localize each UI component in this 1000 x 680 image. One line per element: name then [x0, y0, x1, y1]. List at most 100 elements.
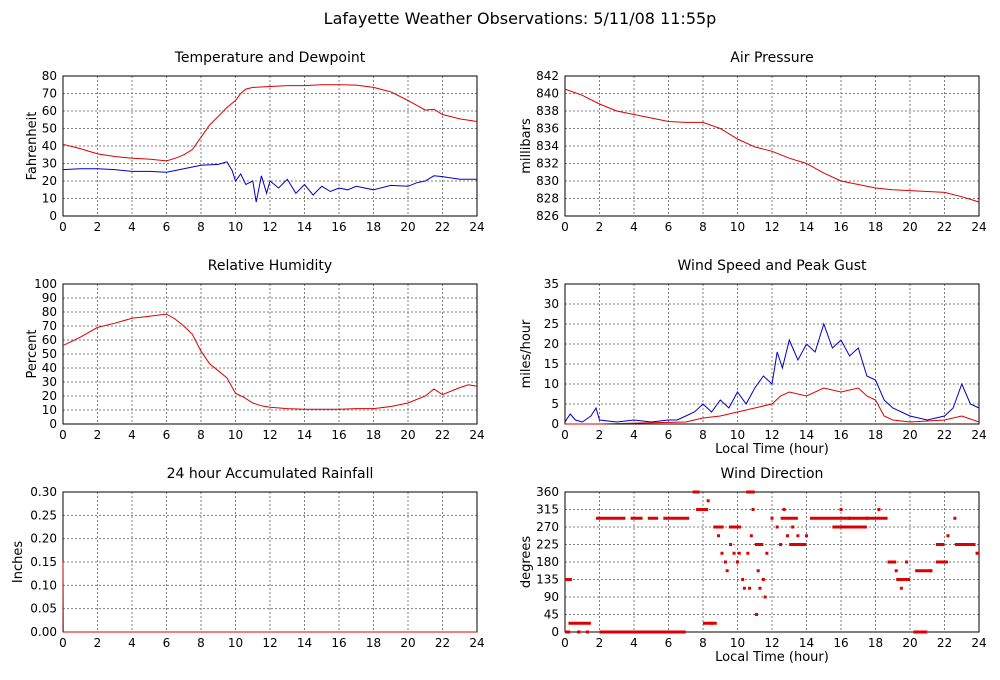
x-tick-label: 6 [665, 428, 673, 442]
direction-point [763, 595, 767, 599]
y-tick-label: 834 [536, 139, 559, 153]
x-tick-label: 8 [699, 428, 707, 442]
x-tick-label: 14 [297, 636, 312, 650]
direction-point [791, 525, 795, 529]
direction-point [782, 508, 786, 511]
direction-point [585, 630, 589, 634]
chart-title: Temperature and Dewpoint [174, 50, 366, 66]
direction-point [877, 508, 881, 511]
series-line-blue [564, 322, 980, 423]
y-tick-label: 30 [544, 297, 559, 311]
x-tick-label: 16 [833, 428, 848, 442]
x-tick-label: 10 [730, 220, 745, 234]
x-tick-label: 12 [262, 636, 277, 650]
direction-point [796, 534, 800, 538]
y-tick-label: 60 [42, 104, 57, 118]
y-tick-label: 30 [42, 157, 57, 171]
x-tick-label: 10 [228, 428, 243, 442]
x-tick-label: 12 [262, 428, 277, 442]
direction-point [723, 560, 727, 564]
y-tick-label: 10 [42, 192, 57, 206]
x-tick-label: 10 [730, 428, 745, 442]
direction-point [770, 516, 774, 520]
x-tick-label: 6 [163, 428, 171, 442]
y-tick-label: 0.15 [30, 555, 57, 569]
chart-title: Wind Speed and Peak Gust [678, 258, 867, 274]
y-tick-label: 30 [42, 375, 57, 389]
x-tick-label: 4 [128, 428, 136, 442]
x-tick-label: 20 [400, 220, 415, 234]
y-tick-label: 35 [544, 277, 559, 291]
x-tick-label: 10 [228, 220, 243, 234]
x-tick-label: 0 [59, 220, 67, 234]
y-tick-label: 0.25 [30, 508, 57, 522]
x-tick-label: 20 [400, 428, 415, 442]
x-tick-label: 18 [868, 636, 883, 650]
y-axis-label: miles/hour [519, 319, 534, 388]
y-tick-label: 50 [42, 122, 57, 136]
y-tick-label: 10 [42, 403, 57, 417]
direction-point [754, 613, 758, 616]
y-tick-label: 70 [42, 319, 57, 333]
y-tick-label: 100 [34, 277, 57, 291]
x-tick-label: 20 [902, 220, 917, 234]
x-tick-label: 22 [937, 220, 952, 234]
y-tick-label: 135 [536, 573, 559, 587]
y-axis-label: degrees [519, 536, 534, 589]
series-line-red [564, 88, 980, 203]
x-tick-label: 18 [366, 428, 381, 442]
humidity-panel: 0 2 4 6 8 10 12 14 16 18 20 22 240102030405060708090… [25, 258, 485, 442]
y-tick-label: 0 [551, 417, 559, 431]
direction-point [905, 560, 909, 564]
direction-point [737, 551, 741, 555]
y-tick-label: 90 [544, 590, 559, 604]
direction-point [779, 543, 783, 546]
direction-point [746, 551, 750, 555]
x-tick-label: 24 [469, 220, 484, 234]
x-tick-label: 0 [59, 636, 67, 650]
x-tick-label: 0 [561, 636, 569, 650]
direction-point [729, 543, 733, 546]
x-tick-label: 16 [331, 636, 346, 650]
y-axis-label: millibars [519, 118, 534, 174]
chart-title: 24 hour Accumulated Rainfall [167, 466, 374, 482]
x-tick-label: 10 [730, 636, 745, 650]
x-tick-label: 6 [163, 220, 171, 234]
x-tick-label: 4 [630, 428, 638, 442]
wind-panel: 0 2 4 6 8 10 12 14 16 18 20 22 2405101520253035Wind … [519, 258, 987, 457]
y-tick-label: 10 [544, 377, 559, 391]
x-tick-label: 24 [469, 428, 484, 442]
x-tick-label: 18 [366, 220, 381, 234]
x-tick-label: 8 [699, 636, 707, 650]
y-tick-label: 0.30 [30, 485, 57, 499]
direction-point [929, 569, 933, 573]
x-tick-label: 2 [596, 220, 604, 234]
x-tick-label: 0 [561, 220, 569, 234]
direction-point [848, 516, 852, 520]
direction-point [786, 534, 790, 538]
x-tick-label: 18 [868, 428, 883, 442]
y-tick-label: 45 [544, 608, 559, 622]
x-tick-label: 12 [764, 636, 779, 650]
y-tick-label: 20 [544, 337, 559, 351]
y-tick-label: 0.00 [30, 625, 57, 639]
y-tick-label: 842 [536, 69, 559, 83]
y-tick-label: 832 [536, 157, 559, 171]
direction-point [894, 569, 898, 573]
direction-point [839, 508, 843, 511]
direction-point [953, 516, 957, 520]
x-tick-label: 8 [197, 428, 205, 442]
direction-point [805, 534, 808, 538]
y-tick-label: 0.10 [30, 578, 57, 592]
y-axis-label: Fahrenheit [25, 112, 40, 181]
y-tick-label: 225 [536, 538, 559, 552]
page-title: Lafayette Weather Observations: 5/11/08 … [324, 9, 717, 28]
x-tick-label: 16 [833, 636, 848, 650]
y-axis-label: Inches [11, 541, 26, 583]
x-tick-label: 2 [596, 636, 604, 650]
x-tick-label: 0 [59, 428, 67, 442]
direction-point [775, 525, 779, 529]
y-tick-label: 826 [536, 209, 559, 223]
y-tick-label: 40 [42, 139, 57, 153]
x-tick-label: 12 [764, 220, 779, 234]
